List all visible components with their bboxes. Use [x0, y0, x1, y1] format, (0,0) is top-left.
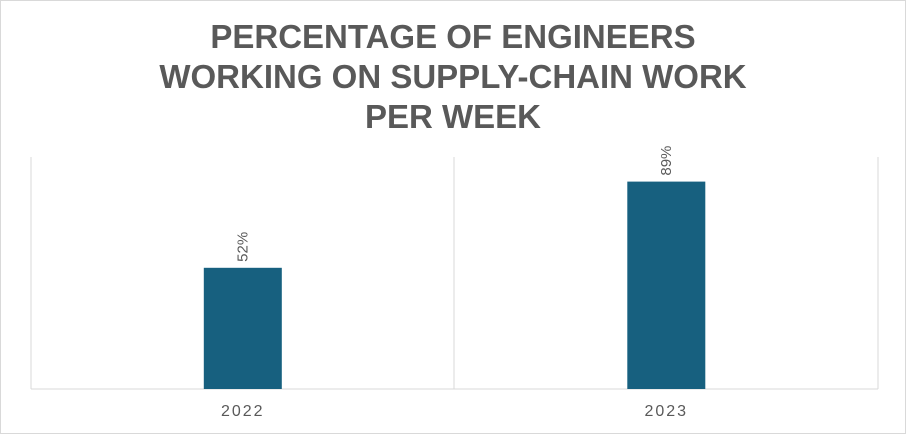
data-label-2023: 89%: [658, 146, 675, 176]
chart-title-line-3: PER WEEK: [364, 98, 542, 135]
chart-title-line-2: WORKING ON SUPPLY-CHAIN WORK: [159, 58, 747, 95]
data-label-2022: 52%: [235, 232, 252, 262]
bar-2023: [627, 181, 706, 389]
bar-2022: [203, 267, 282, 389]
chart-marks: 52% 2022 89% 2023: [203, 146, 706, 420]
x-tick-label-2022: 2022: [221, 403, 265, 420]
chart-title: PERCENTAGE OF ENGINEERS WORKING ON SUPPL…: [1, 17, 905, 137]
chart-title-line-1: PERCENTAGE OF ENGINEERS: [210, 18, 696, 55]
x-tick-label-2023: 2023: [644, 403, 688, 420]
